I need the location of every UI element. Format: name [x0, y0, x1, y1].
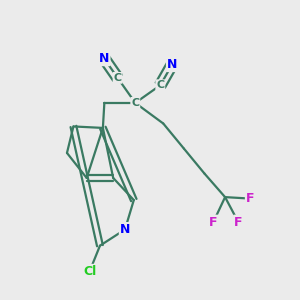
Text: C: C [131, 98, 139, 108]
Text: C: C [113, 73, 122, 83]
Text: F: F [209, 216, 218, 229]
Text: F: F [234, 216, 243, 229]
Text: N: N [167, 58, 177, 71]
Text: N: N [120, 223, 130, 236]
Text: C: C [156, 80, 164, 90]
Text: Cl: Cl [83, 265, 96, 278]
Text: F: F [246, 192, 254, 205]
Text: N: N [99, 52, 110, 65]
